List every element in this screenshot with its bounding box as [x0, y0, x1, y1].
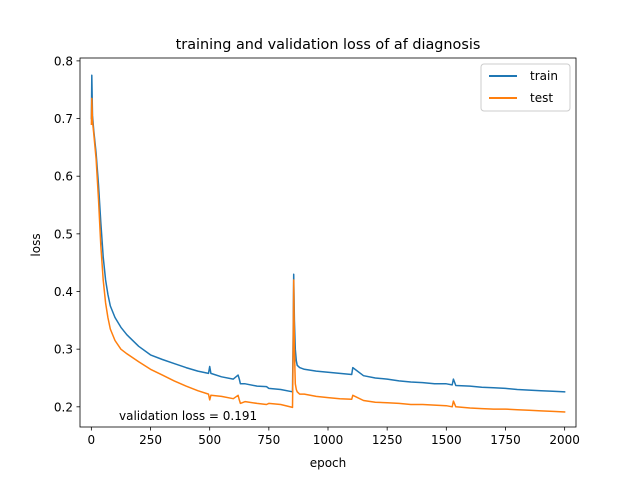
y-tick-label: 0.2 — [54, 400, 73, 414]
y-tick-label: 0.4 — [54, 285, 73, 299]
y-tick-label: 0.8 — [54, 54, 73, 68]
legend: train test — [480, 63, 571, 112]
x-tick-label: 1500 — [431, 433, 462, 447]
x-tick-label: 250 — [139, 433, 162, 447]
series-line-test — [90, 97, 566, 413]
x-tick-label: 500 — [198, 433, 221, 447]
x-tick-label: 1250 — [372, 433, 403, 447]
x-tick-label: 0 — [88, 433, 96, 447]
y-axis-label: loss — [29, 233, 43, 256]
validation-loss-annotation: validation loss = 0.191 — [119, 409, 257, 423]
x-tick-label: 1000 — [313, 433, 344, 447]
legend-label-test: test — [530, 91, 553, 105]
y-tick-label: 0.7 — [54, 112, 73, 126]
plot-area: 0 250 500 750 1000 1250 1500 1750 2000 0.2 0.3 0.4 0… — [54, 54, 580, 447]
x-tick-label: 2000 — [549, 433, 580, 447]
legend-label-train: train — [530, 69, 558, 83]
y-tick-label: 0.3 — [54, 343, 73, 357]
x-axis-label: epoch — [310, 456, 347, 470]
x-tick-label: 750 — [257, 433, 280, 447]
y-tick-label: 0.5 — [54, 227, 73, 241]
y-tick-label: 0.6 — [54, 170, 73, 184]
x-tick-label: 1750 — [490, 433, 521, 447]
chart-title: training and validation loss of af diagn… — [176, 37, 481, 53]
